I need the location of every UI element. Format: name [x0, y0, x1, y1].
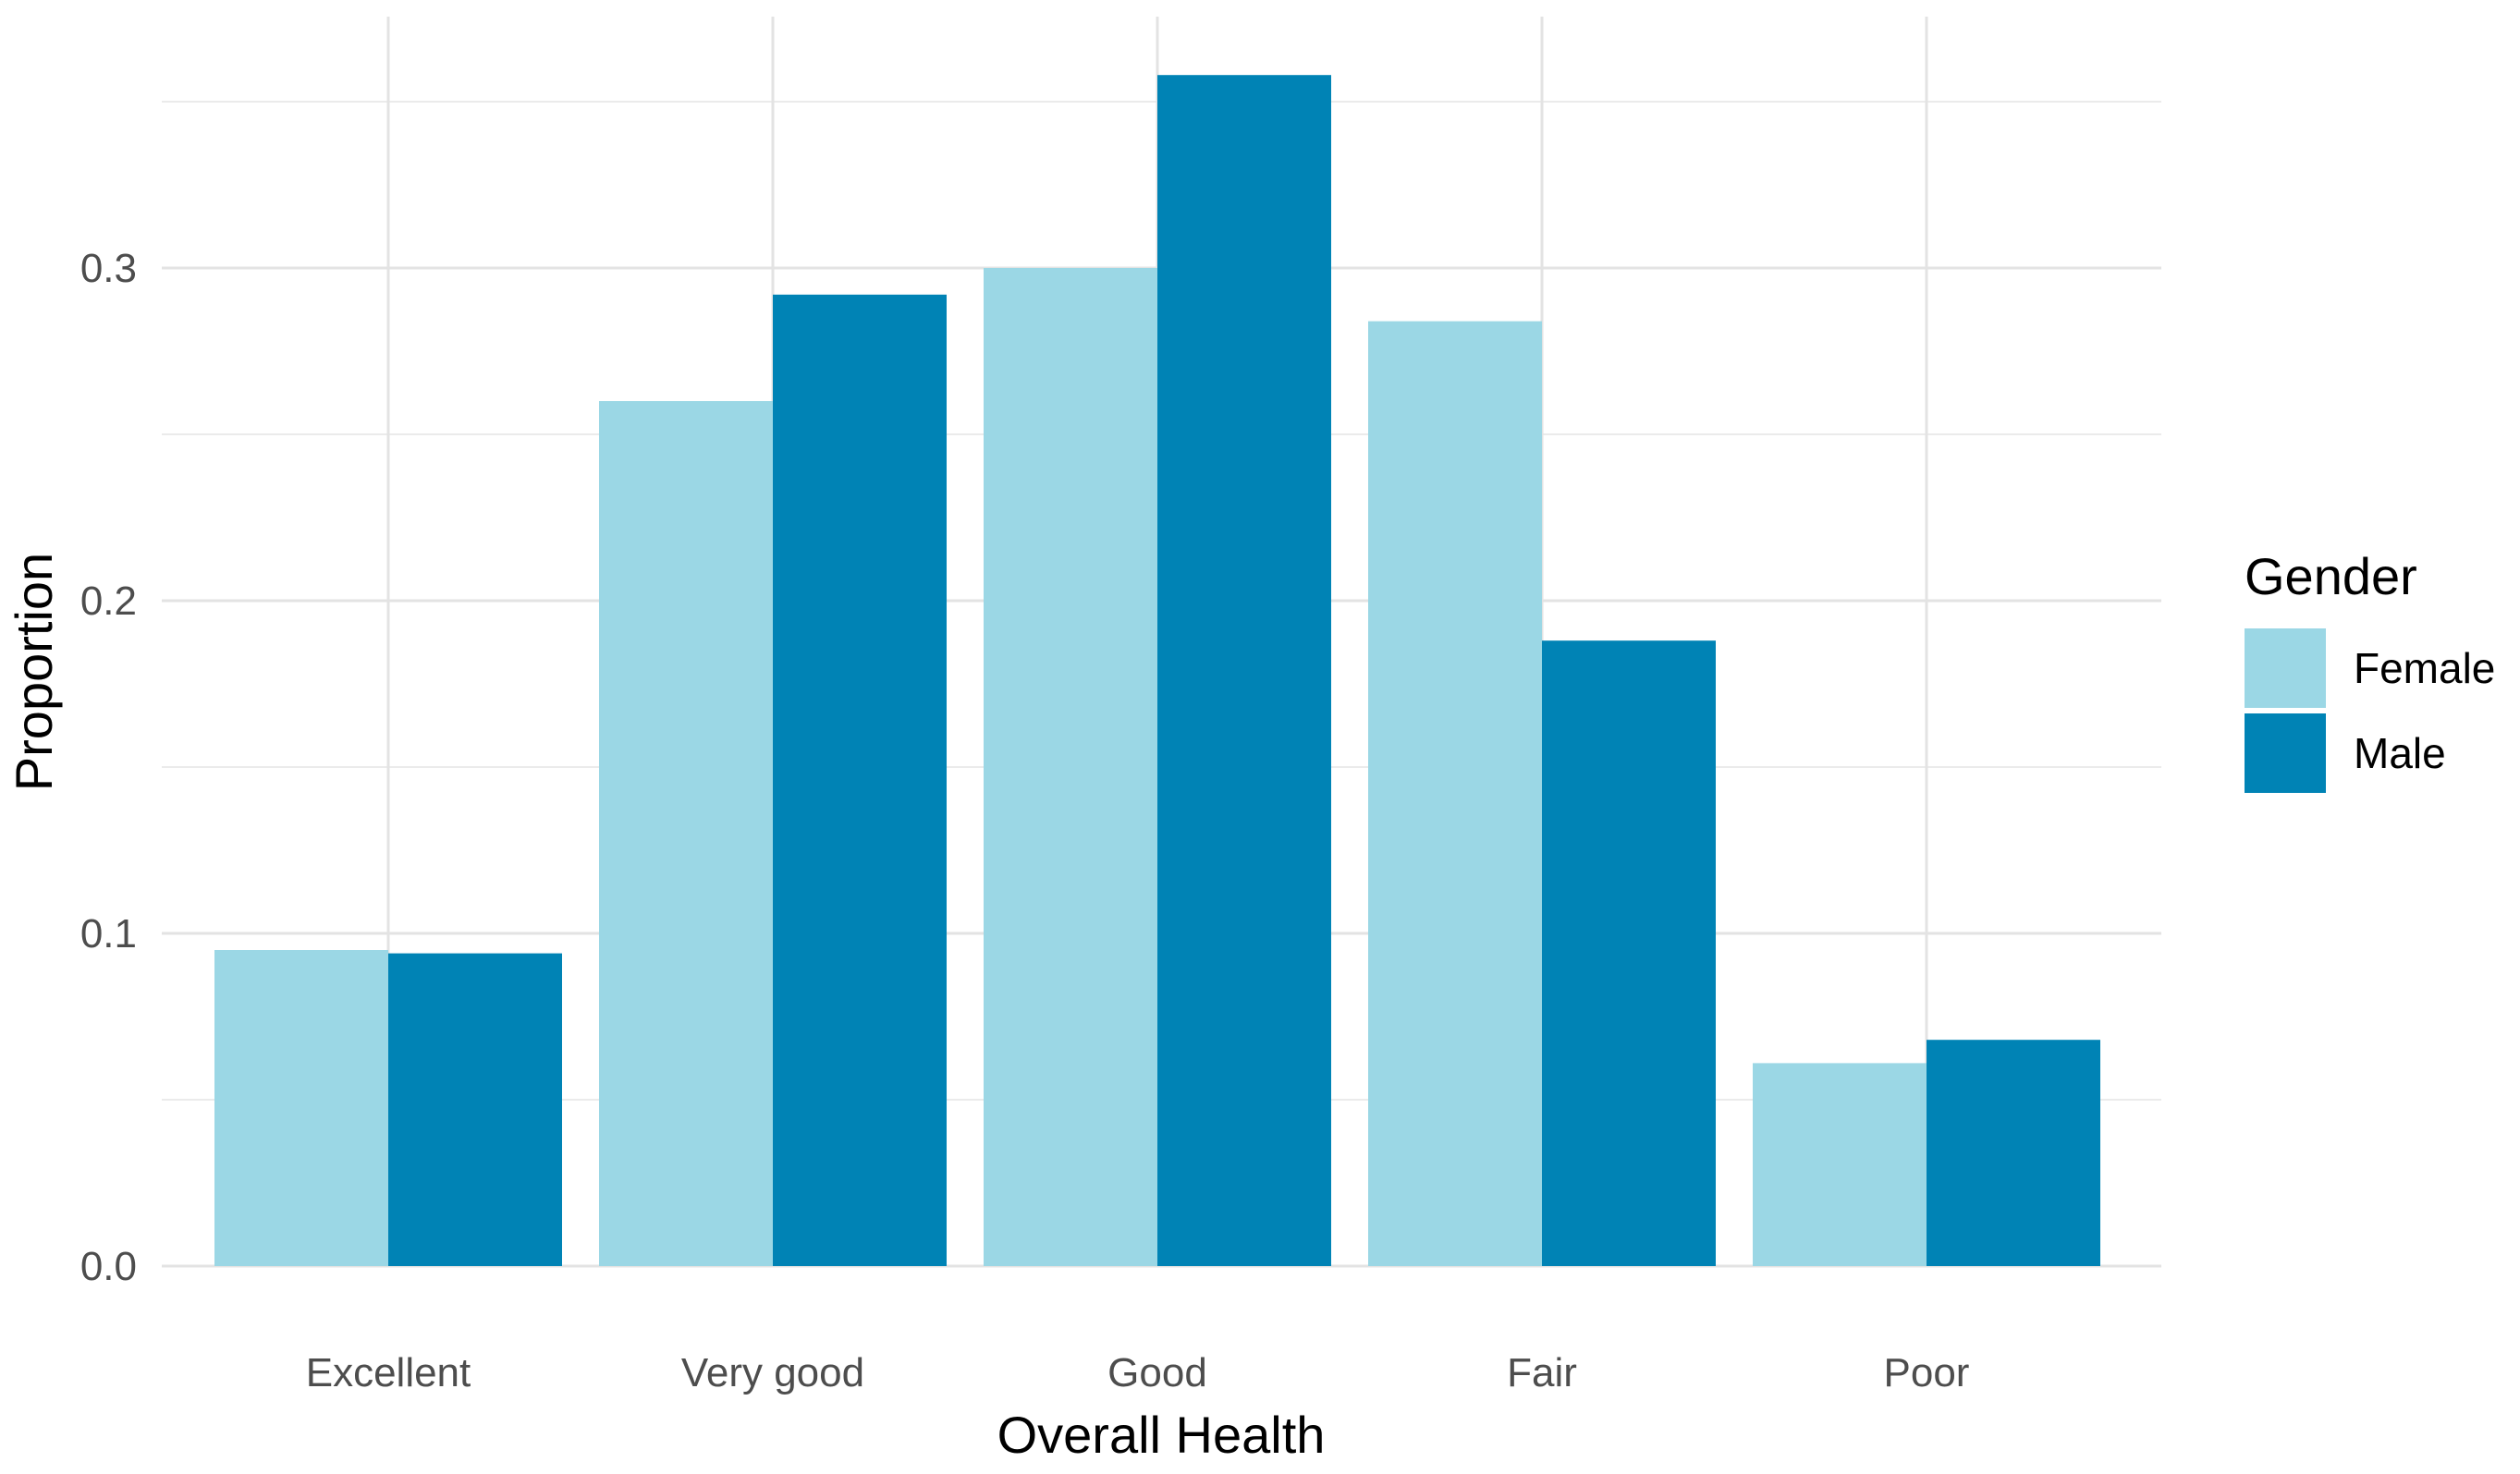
bar-female-very-good	[599, 401, 773, 1266]
y-tick-label: 0.2	[80, 579, 137, 624]
y-tick-label: 0.0	[80, 1244, 137, 1289]
bar-female-excellent	[214, 950, 388, 1266]
bar-male-fair	[1542, 640, 1716, 1266]
y-tick-label: 0.3	[80, 246, 137, 291]
bar-male-very-good	[773, 294, 947, 1266]
y-tick-label: 0.1	[80, 911, 137, 956]
bar-female-good	[984, 268, 1157, 1266]
legend-label-male: Male	[2354, 729, 2446, 777]
legend-label-female: Female	[2354, 644, 2495, 692]
legend-title: Gender	[2245, 547, 2417, 605]
x-tick-label: Fair	[1507, 1350, 1577, 1395]
legend-key-female	[2245, 628, 2326, 708]
bars	[214, 75, 2100, 1267]
x-tick-label: Poor	[1884, 1350, 1970, 1395]
x-tick-label: Very good	[681, 1350, 864, 1395]
x-axis-title: Overall Health	[997, 1406, 1326, 1464]
legend-key-male	[2245, 713, 2326, 793]
legend-items: Female Male	[2245, 628, 2495, 793]
bar-male-poor	[1927, 1040, 2100, 1266]
legend: Gender Female Male	[2245, 547, 2495, 793]
x-tick-label: Good	[1107, 1350, 1207, 1395]
y-axis-ticks: 0.0 0.1 0.2 0.3	[80, 246, 137, 1289]
x-tick-label: Excellent	[306, 1350, 471, 1395]
bar-male-good	[1157, 75, 1331, 1267]
bar-female-poor	[1753, 1063, 1927, 1266]
y-axis-title: Proportion	[5, 553, 63, 791]
x-axis-ticks: Excellent Very good Good Fair Poor	[306, 1350, 1970, 1395]
bar-female-fair	[1368, 321, 1542, 1267]
bar-male-excellent	[388, 953, 562, 1266]
